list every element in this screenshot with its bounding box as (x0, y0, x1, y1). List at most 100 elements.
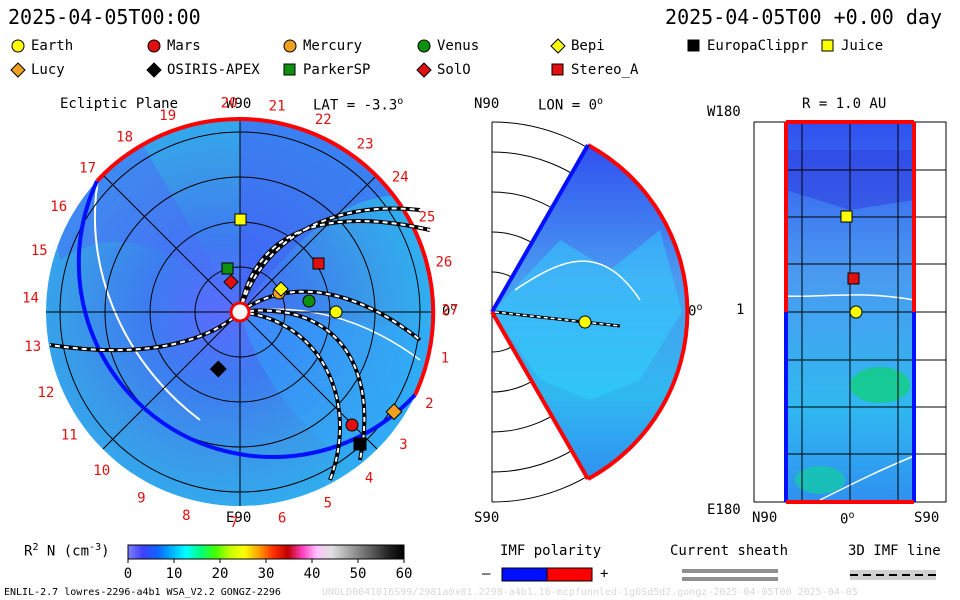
radial-plot (753, 120, 947, 504)
footer-watermark: UNOLD0041016S99/2981a0x01.2298-a4b1.16-m… (322, 587, 858, 598)
circle-icon (147, 39, 161, 53)
radial-bottom-left: E180 (707, 502, 741, 518)
legend-item-parkersp: ParkerSP (282, 62, 370, 78)
meridional-plot (490, 121, 690, 503)
imf-line-symbol (850, 570, 936, 580)
radial-title: R = 1.0 AU (802, 96, 887, 112)
left-timestamp: 2025-04-05T00:00 (8, 5, 201, 29)
carrington-label: 10 (93, 463, 110, 479)
carrington-label: 24 (392, 169, 409, 185)
carrington-label: 3 (399, 437, 407, 453)
current-sheath-symbol (682, 569, 778, 581)
carrington-label: 5 (324, 496, 332, 512)
legend-item-lucy: Lucy (10, 62, 65, 78)
imf-plus-label: + (600, 566, 609, 582)
carrington-label: 6 (278, 511, 286, 527)
carrington-label: 22 (315, 112, 332, 128)
colorbar-tick-label: 0 (124, 566, 132, 582)
diamond-icon (10, 62, 26, 78)
imf-line-title: 3D IMF line (848, 543, 941, 559)
colorbar-tick-label: 60 (396, 566, 413, 582)
earth-marker (329, 305, 343, 319)
legend-item-bepi: Bepi (550, 38, 605, 54)
imf-minus-label: – (482, 566, 491, 582)
legend-item-stereo-a: Stereo_A (550, 62, 638, 78)
colorbar-tick-label: 10 (166, 566, 183, 582)
current-sheath-title: Current sheath (670, 543, 789, 559)
legend-label: OSIRIS-APEX (167, 62, 260, 78)
meridional-bottom-label: S90 (474, 510, 500, 526)
legend-label: Stereo_A (571, 62, 639, 78)
radial-stereoa-marker (847, 272, 860, 285)
meridional-earth-marker (578, 315, 592, 329)
legend-item-mars: Mars (146, 38, 201, 54)
legend-label: ParkerSP (303, 62, 371, 78)
carrington-label: 14 (22, 291, 39, 307)
carrington-label: 1 (441, 350, 449, 366)
legend-item-osiris-apex: OSIRIS-APEX (146, 62, 260, 78)
carrington-label: 25 (419, 209, 436, 225)
carrington-label: 2 (425, 396, 433, 412)
legend-label: Earth (31, 38, 74, 54)
circle-icon (417, 39, 431, 53)
legend-item-venus: Venus (416, 38, 479, 54)
legend-label: Bepi (571, 38, 605, 54)
ecliptic-bottom-label: E90 (226, 510, 252, 526)
circle-icon (283, 39, 297, 53)
carrington-label: 23 (357, 136, 374, 152)
stereoa-marker (312, 257, 325, 270)
ecliptic-right-label: 0o (442, 302, 457, 320)
radial-top-left: W180 (707, 104, 741, 120)
legend-item-europaclippr: EuropaClippr (686, 38, 808, 54)
carrington-labels: 20 21222324252627123456789101112131415161… (22, 95, 458, 531)
ecliptic-plot: 20 21222324252627123456789101112131415161… (22, 95, 458, 531)
lucy-marker (385, 403, 403, 421)
carrington-label: 13 (24, 339, 41, 355)
legend-label: SolO (437, 62, 471, 78)
ecliptic-title: Ecliptic Plane (60, 96, 179, 112)
colorbar-tick-label: 40 (304, 566, 321, 582)
legend-item-juice: Juice (820, 38, 883, 54)
diamond-icon (416, 62, 432, 78)
carrington-label: 7 (230, 515, 238, 531)
carrington-label: 15 (31, 243, 48, 259)
solo-marker (223, 274, 239, 290)
imf-polarity-title: IMF polarity (500, 543, 602, 559)
carrington-label: 16 (50, 199, 67, 215)
bepi-marker (273, 281, 289, 297)
ecliptic-lat-label: LAT = -3.3o (313, 96, 404, 114)
square-icon (551, 63, 564, 76)
imf-polarity-bar (501, 567, 593, 582)
osiris-apex-marker (209, 360, 227, 378)
radial-x-mid: 0o (840, 510, 855, 528)
parkersp-marker (221, 262, 234, 275)
square-icon (687, 39, 700, 52)
venus-marker (302, 294, 316, 308)
square-icon (283, 63, 296, 76)
ecliptic-top-label: W90 (226, 96, 252, 112)
sun-marker (229, 301, 251, 323)
carrington-label: 17 (79, 161, 96, 177)
legend-item-solo: SolO (416, 62, 471, 78)
carrington-label: 8 (182, 508, 190, 524)
carrington-label: 20 (221, 95, 238, 111)
legend-item-mercury: Mercury (282, 38, 362, 54)
carrington-label: 11 (61, 427, 78, 443)
square-icon (821, 39, 834, 52)
legend-label: Juice (841, 38, 884, 54)
legend-label: Lucy (31, 62, 65, 78)
legend-item-earth: Earth (10, 38, 73, 54)
radial-x-left: N90 (752, 510, 778, 526)
legend-label: Venus (437, 38, 480, 54)
colorbar-tick-label: 50 (350, 566, 367, 582)
colorbar-tick-label: 20 (212, 566, 229, 582)
carrington-label: 4 (365, 471, 373, 487)
meridional-top-label: N90 (474, 96, 500, 112)
radial-juice-marker (840, 210, 853, 223)
europaclipper-marker (353, 437, 367, 451)
colorbar-tick-label: 30 (258, 566, 275, 582)
carrington-label: 19 (159, 108, 176, 124)
carrington-label: 9 (137, 490, 145, 506)
diamond-icon (550, 38, 566, 54)
